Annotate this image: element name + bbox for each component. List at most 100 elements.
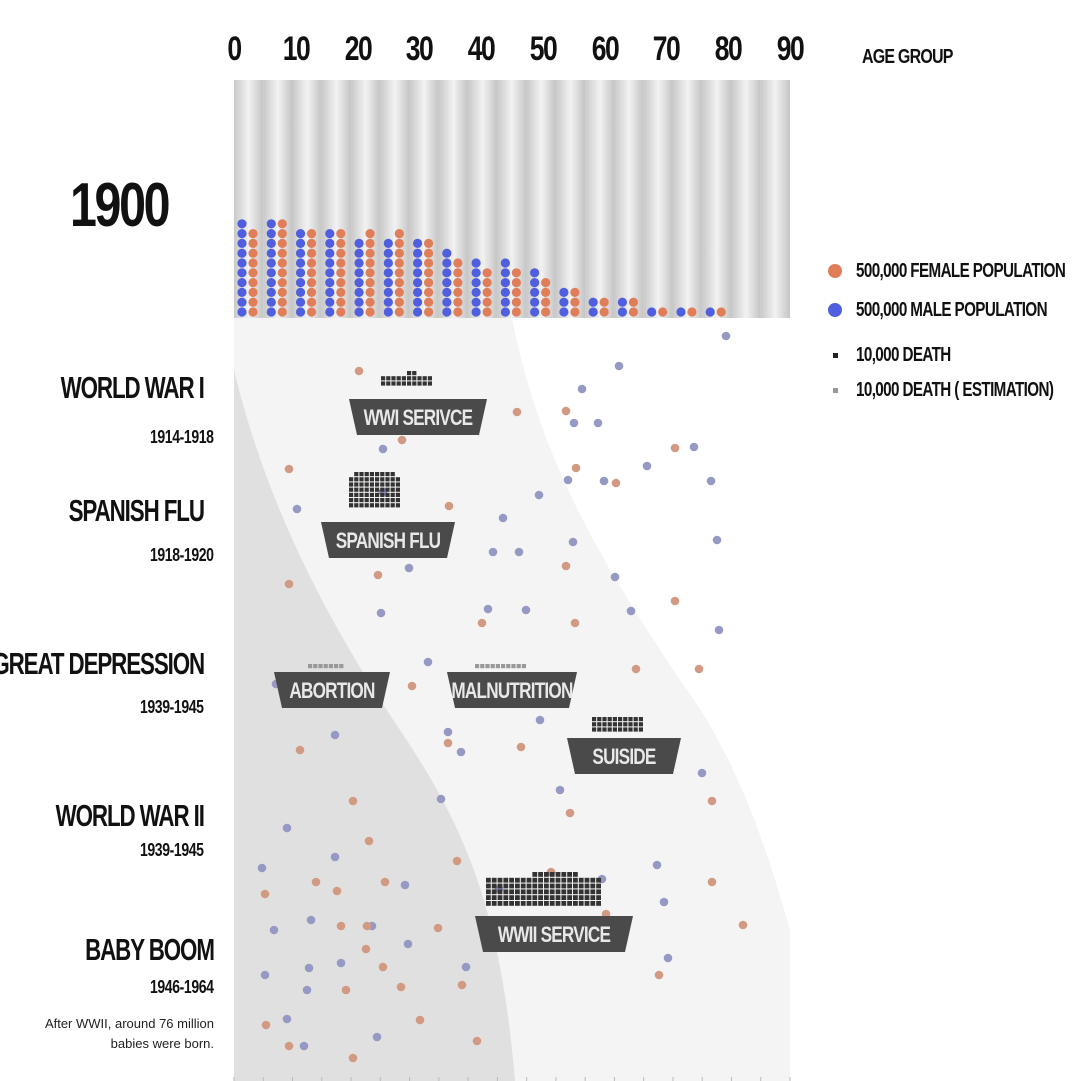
death-cell — [486, 883, 491, 889]
death-cell — [567, 895, 572, 900]
male-population-dot — [295, 287, 306, 297]
male-scatter-dot — [378, 444, 388, 454]
female-population-dot — [628, 297, 639, 307]
death-cell — [561, 883, 567, 889]
death-cell — [628, 722, 633, 727]
male-scatter-dot — [282, 1014, 292, 1024]
death-cell — [618, 717, 623, 722]
male-scatter-dot — [697, 768, 707, 778]
female-scatter-dot — [561, 561, 571, 571]
death-cell — [590, 877, 596, 883]
death-cell — [364, 492, 369, 497]
death-cell — [313, 664, 318, 669]
male-population-dot — [383, 268, 393, 278]
female-population-dot — [248, 268, 258, 278]
death-cell — [349, 498, 354, 503]
male-population-dot — [412, 297, 423, 307]
death-cell — [395, 487, 400, 492]
death-cell — [515, 883, 520, 889]
male-population-dot — [354, 238, 364, 248]
female-population-dot — [453, 297, 463, 307]
death-cell — [380, 482, 385, 487]
baby-boom-note-line-1: After WWII, around 76 million — [44, 1016, 214, 1031]
death-cell — [318, 664, 323, 669]
male-population-dot — [588, 297, 598, 307]
female-population-dot — [336, 248, 346, 258]
death-cell — [555, 883, 561, 889]
death-cell — [567, 872, 572, 877]
death-cell — [385, 477, 390, 482]
female-scatter-dot — [396, 982, 406, 992]
legend-male-label: 500,000 MALE POPULATION — [856, 298, 1048, 321]
female-population-dot — [336, 307, 346, 317]
male-population-dot — [295, 278, 306, 288]
death-cell — [491, 883, 497, 889]
cause-banner — [447, 672, 577, 708]
death-cell — [380, 503, 385, 508]
male-population-dot — [354, 297, 364, 307]
death-cell — [359, 477, 364, 482]
death-cell — [573, 889, 578, 895]
male-population-dot — [383, 307, 393, 317]
death-cell — [497, 895, 503, 900]
death-cell — [509, 895, 514, 900]
female-population-dot — [482, 307, 492, 317]
death-cell — [573, 877, 578, 883]
death-cell — [584, 895, 590, 900]
female-population-dot — [306, 248, 317, 258]
death-cell — [390, 503, 395, 508]
death-cell — [602, 717, 607, 722]
male-scatter-dot — [304, 963, 314, 973]
female-population-dot — [365, 297, 375, 307]
death-cell — [364, 482, 369, 487]
death-cell — [597, 727, 602, 732]
death-cell — [390, 482, 395, 487]
female-population-dot — [336, 287, 346, 297]
female-population-dot — [365, 307, 375, 317]
death-cell — [538, 872, 543, 877]
male-population-dot — [295, 297, 306, 307]
death-cell — [359, 472, 364, 477]
death-cell — [349, 492, 354, 497]
male-scatter-dot — [282, 823, 292, 833]
death-cell — [495, 664, 500, 669]
male-scatter-dot — [626, 606, 636, 616]
death-cell — [526, 901, 532, 906]
male-scatter-dot — [456, 747, 466, 757]
female-population-dot — [336, 238, 346, 248]
death-cell — [544, 889, 549, 895]
death-cell — [497, 883, 503, 889]
female-scatter-dot — [341, 985, 351, 995]
legend-female-swatch — [828, 264, 842, 278]
death-cell — [386, 376, 391, 381]
legend-female: 500,000 FEMALE POPULATION — [828, 259, 1080, 283]
female-population-dot — [423, 268, 434, 278]
death-cell — [417, 376, 422, 381]
female-population-dot — [306, 278, 317, 288]
female-population-dot — [423, 287, 434, 297]
male-population-dot — [325, 278, 335, 288]
male-population-dot — [354, 258, 364, 268]
death-cell — [596, 883, 601, 889]
death-cell — [515, 901, 520, 906]
age-column-stripe — [292, 80, 322, 318]
death-cell — [417, 381, 422, 386]
cause-banner — [321, 522, 455, 558]
legend-death-label: 10,000 DEATH — [856, 343, 951, 366]
female-population-dot — [248, 229, 258, 239]
male-population-dot — [237, 229, 247, 239]
male-scatter-dot — [535, 715, 545, 725]
death-cell — [590, 883, 596, 889]
cause-malnutrition: MALNUTRITION — [447, 664, 577, 708]
death-cell — [584, 901, 590, 906]
male-population-dot — [412, 307, 423, 317]
male-population-dot — [237, 268, 247, 278]
female-population-dot — [248, 238, 258, 248]
death-cell — [578, 895, 584, 900]
death-cell — [633, 717, 638, 722]
death-cell — [638, 722, 643, 727]
death-cell — [561, 889, 567, 895]
death-cell — [607, 727, 612, 732]
male-population-dot — [383, 297, 393, 307]
male-scatter-dot — [292, 504, 302, 514]
